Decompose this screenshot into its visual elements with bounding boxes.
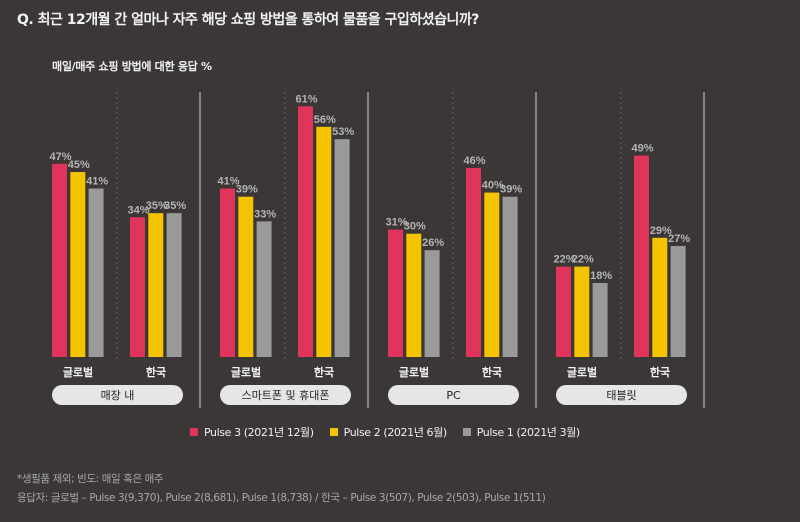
legend-item-pulse2: Pulse 2 (2021년 6월) bbox=[329, 424, 447, 440]
legend-swatch bbox=[329, 428, 338, 436]
value-label: 27% bbox=[668, 233, 690, 245]
value-label: 35% bbox=[146, 200, 168, 212]
value-label: 45% bbox=[68, 159, 90, 171]
bar bbox=[406, 233, 422, 357]
group-label: 스마트폰 및 휴대폰 bbox=[242, 389, 330, 402]
legend-label: Pulse 3 (2021년 12월) bbox=[204, 426, 314, 439]
category-label: 한국 bbox=[146, 365, 166, 379]
value-label: 18% bbox=[590, 270, 612, 282]
bar bbox=[256, 221, 272, 357]
bar bbox=[502, 196, 518, 357]
value-label: 40% bbox=[482, 180, 504, 192]
legend: Pulse 3 (2021년 12월) Pulse 2 (2021년 6월) P… bbox=[190, 424, 580, 440]
value-label: 61% bbox=[295, 93, 317, 105]
bar bbox=[298, 106, 313, 357]
footnote: *생필품 제외; 빈도: 매일 혹은 매주 bbox=[17, 473, 164, 485]
bar bbox=[592, 283, 608, 357]
value-label: 47% bbox=[49, 151, 71, 163]
group-label: 태블릿 bbox=[606, 389, 636, 402]
bar bbox=[484, 192, 500, 357]
legend-label: Pulse 1 (2021년 3월) bbox=[476, 426, 580, 439]
bar bbox=[388, 229, 403, 357]
group-pill bbox=[556, 385, 687, 405]
group-pill bbox=[52, 385, 183, 405]
bar bbox=[556, 266, 571, 357]
bar bbox=[130, 217, 145, 357]
value-label: 22% bbox=[553, 254, 575, 266]
value-label: 34% bbox=[127, 204, 149, 216]
category-label: 글로벌 bbox=[63, 365, 93, 379]
question-title: Q. 최근 12개월 간 얼마나 자주 해당 쇼핑 방법을 통하여 물품을 구입… bbox=[17, 12, 479, 28]
value-label: 39% bbox=[236, 184, 258, 196]
value-label: 35% bbox=[164, 200, 186, 212]
bar bbox=[166, 213, 182, 357]
bar bbox=[220, 188, 235, 357]
legend-item-pulse3: Pulse 3 (2021년 12월) bbox=[190, 424, 314, 440]
value-label: 41% bbox=[217, 175, 239, 187]
bar bbox=[424, 250, 440, 357]
bar bbox=[238, 196, 254, 357]
legend-item-pulse1: Pulse 1 (2021년 3월) bbox=[462, 424, 580, 440]
bar bbox=[334, 139, 350, 357]
chart-title: 매일/매주 쇼핑 방법에 대한 응답 % bbox=[52, 60, 212, 73]
value-label: 22% bbox=[572, 254, 594, 266]
bar bbox=[634, 155, 649, 357]
bar bbox=[574, 266, 590, 357]
bar bbox=[670, 246, 686, 357]
value-label: 39% bbox=[500, 184, 522, 196]
value-label: 41% bbox=[86, 175, 108, 187]
value-label: 29% bbox=[650, 225, 672, 237]
value-label: 56% bbox=[314, 114, 336, 126]
group-label: 매장 내 bbox=[101, 389, 135, 402]
bar bbox=[652, 237, 668, 357]
group-pill bbox=[388, 385, 519, 405]
value-label: 53% bbox=[332, 126, 354, 138]
group-label: PC bbox=[446, 389, 461, 402]
category-label: 글로벌 bbox=[231, 365, 261, 379]
category-label: 한국 bbox=[482, 365, 502, 379]
bar bbox=[52, 163, 67, 357]
value-label: 30% bbox=[404, 221, 426, 233]
bar bbox=[316, 126, 332, 357]
value-label: 26% bbox=[422, 237, 444, 249]
legend-label: Pulse 2 (2021년 6월) bbox=[343, 426, 447, 439]
category-label: 글로벌 bbox=[399, 365, 429, 379]
legend-swatch bbox=[462, 428, 471, 436]
bar bbox=[466, 167, 481, 357]
category-label: 글로벌 bbox=[567, 365, 597, 379]
category-label: 한국 bbox=[314, 365, 334, 379]
value-label: 33% bbox=[254, 208, 276, 220]
group-pill bbox=[220, 385, 351, 405]
category-label: 한국 bbox=[650, 365, 670, 379]
value-label: 31% bbox=[385, 217, 407, 229]
bar bbox=[148, 213, 164, 357]
value-label: 49% bbox=[631, 143, 653, 155]
bar bbox=[88, 188, 104, 357]
legend-swatch bbox=[190, 428, 198, 436]
bar bbox=[70, 172, 86, 357]
footnote-respondents: 응답자: 글로벌 – Pulse 3(9,370), Pulse 2(8,681… bbox=[17, 492, 546, 504]
value-label: 46% bbox=[463, 155, 485, 167]
